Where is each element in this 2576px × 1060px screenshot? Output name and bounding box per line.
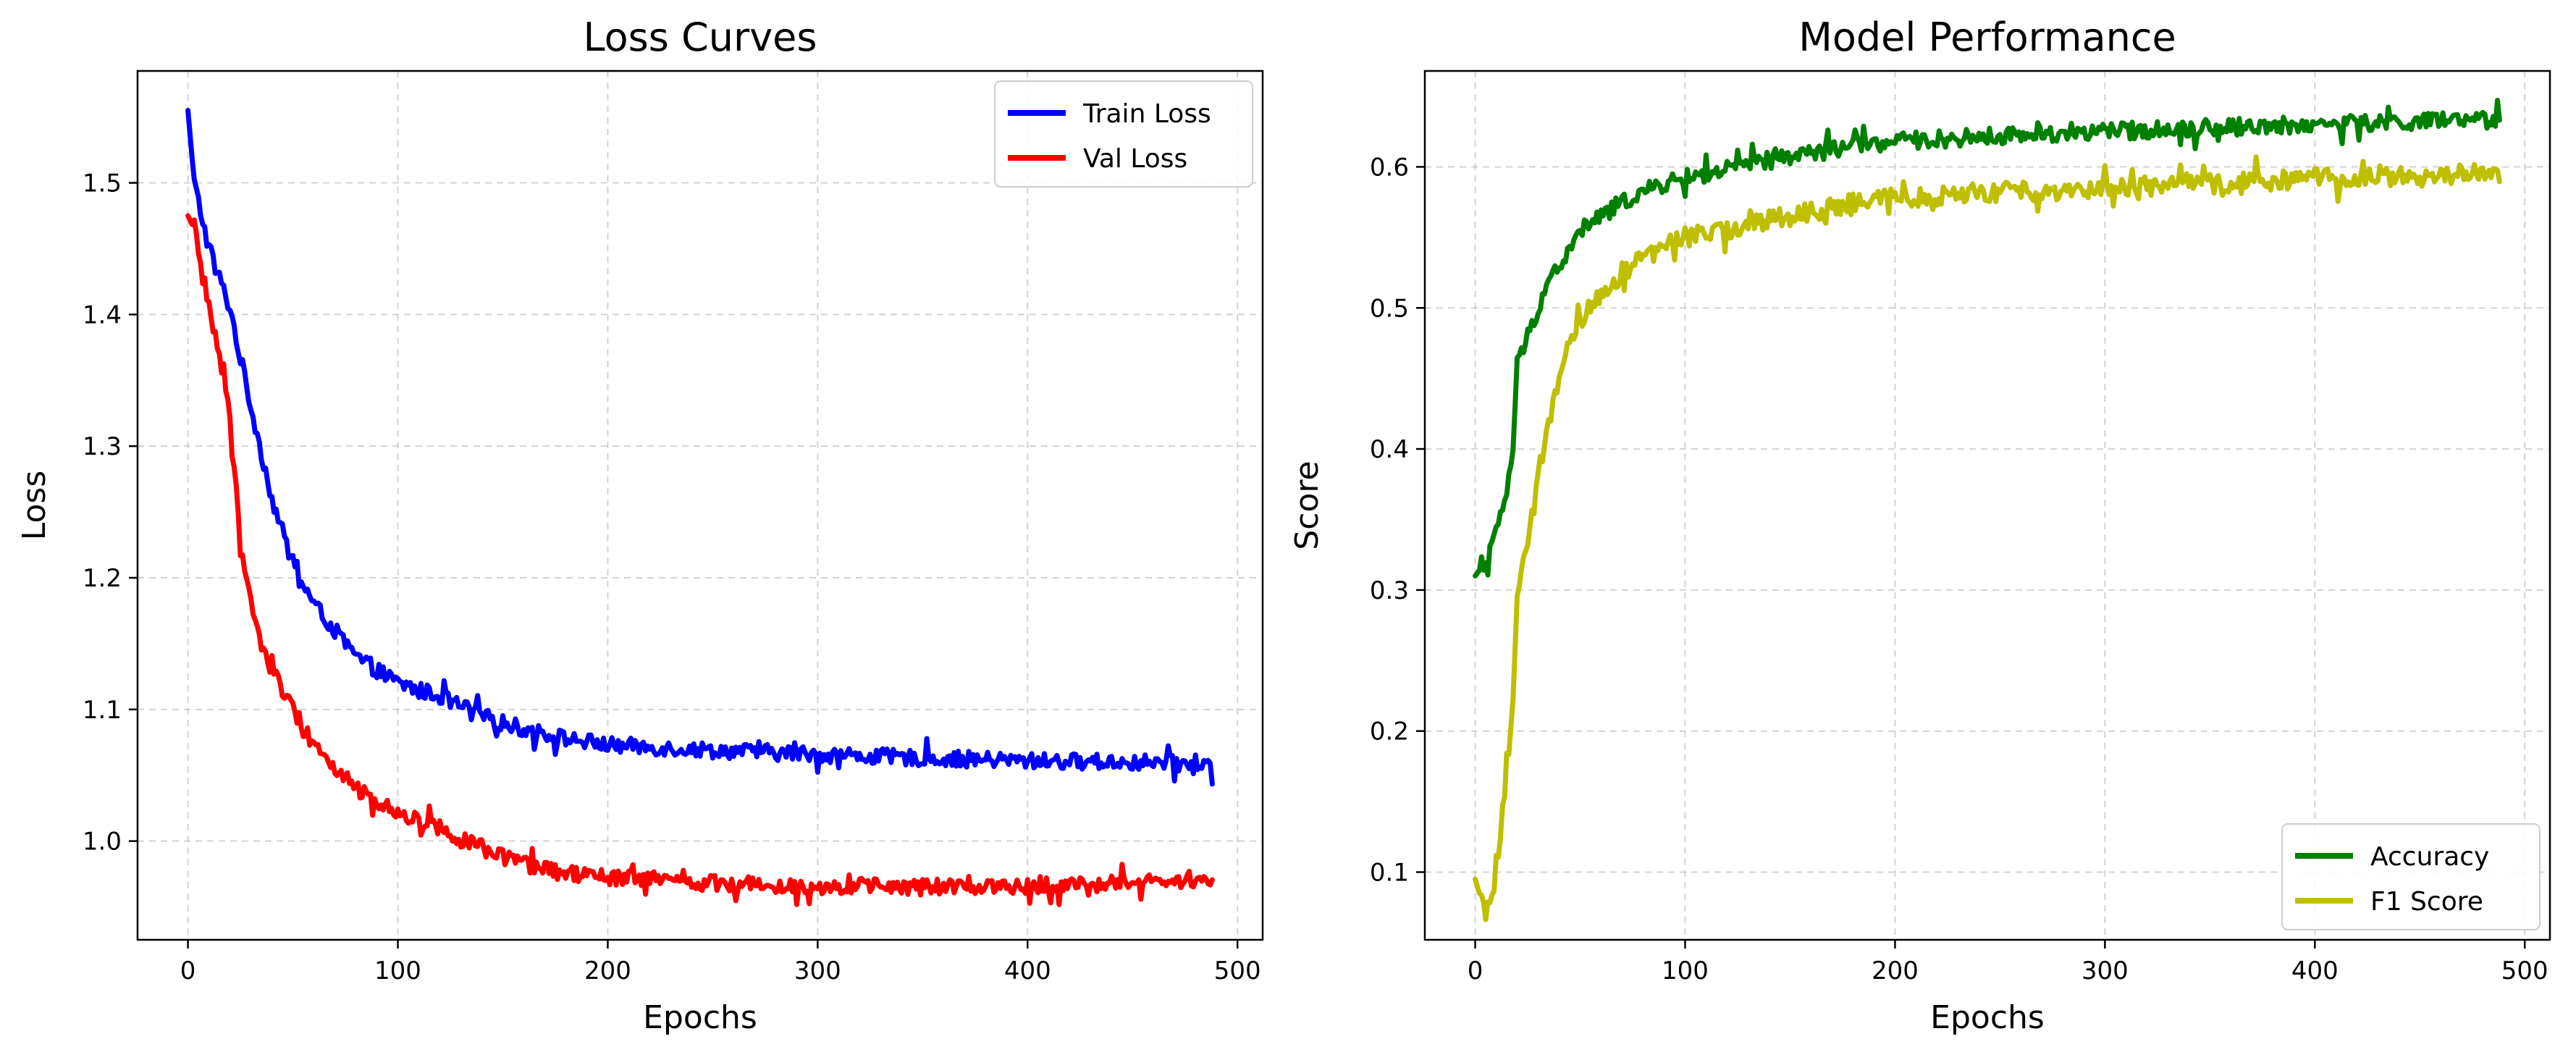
legend-label: Accuracy [2370, 842, 2489, 872]
y-tick-label: 1.5 [83, 169, 122, 198]
perf-legend: Accuracy F1 Score [2281, 823, 2541, 930]
perf-y-axis-label: Score [1289, 460, 1326, 550]
series-accuracy [1473, 98, 2502, 579]
perf-x-axis-label: Epochs [1930, 999, 2045, 1036]
x-tick-label: 0 [180, 956, 196, 985]
y-tick-label: 1.0 [83, 828, 122, 857]
y-tick-label: 1.2 [83, 564, 122, 593]
x-tick-label: 400 [2291, 956, 2339, 985]
x-tick-label: 0 [1468, 956, 1483, 985]
y-tick-label: 0.6 [1370, 153, 1409, 182]
y-tick-label: 1.1 [83, 696, 122, 725]
loss-chart: 0 100 200 300 400 500 1.0 1.1 1.2 1.3 1.4 1.5 Loss C… [16, 14, 1264, 1036]
series-val-loss [185, 213, 1215, 907]
x-tick-label: 300 [794, 956, 841, 985]
y-tick-label: 0.5 [1370, 294, 1409, 323]
perf-plot-frame [1423, 70, 2551, 941]
x-tick-label: 200 [584, 956, 631, 985]
loss-plot-frame [136, 70, 1264, 941]
loss-legend: Train Loss Val Loss [994, 80, 1253, 188]
series-f1-score [1473, 154, 2502, 922]
y-tick-label: 0.3 [1370, 576, 1409, 605]
loss-x-axis-label: Epochs [643, 999, 757, 1036]
legend-label: F1 Score [2370, 887, 2483, 917]
perf-title: Model Performance [1798, 14, 2176, 60]
y-tick-label: 0.2 [1370, 718, 1409, 746]
series-train-loss [185, 108, 1215, 787]
y-tick-label: 0.1 [1370, 858, 1409, 887]
x-tick-label: 100 [1662, 956, 1709, 985]
loss-grid [138, 71, 1263, 940]
legend-label: Train Loss [1082, 99, 1211, 129]
x-tick-label: 200 [1872, 956, 1919, 985]
perf-chart: 0 100 200 300 400 500 0.1 0.2 0.3 0.4 0.5 0.6 Model … [1289, 14, 2551, 1036]
x-tick-label: 500 [1214, 956, 1261, 985]
y-tick-label: 0.4 [1370, 435, 1409, 464]
x-tick-label: 300 [2082, 956, 2129, 985]
y-tick-label: 1.3 [83, 432, 122, 461]
legend-label: Val Loss [1083, 144, 1187, 174]
x-tick-label: 500 [2501, 956, 2548, 985]
x-tick-label: 400 [1004, 956, 1051, 985]
x-tick-label: 100 [374, 956, 421, 985]
y-tick-label: 1.4 [83, 300, 122, 329]
loss-title: Loss Curves [583, 14, 817, 60]
perf-grid [1425, 71, 2550, 940]
loss-y-axis-label: Loss [16, 471, 53, 541]
